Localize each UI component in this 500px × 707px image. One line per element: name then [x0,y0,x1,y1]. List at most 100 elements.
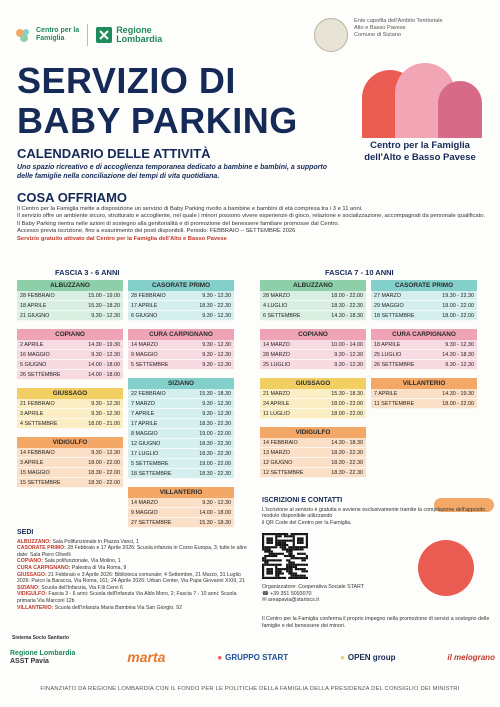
schedule-date: 9 MAGGIO [131,510,158,516]
schedule-block-header: CURA CARPIGNANO [128,329,234,340]
schedule-row: 15 MAGGIO 18.30 - 22.00 [17,468,123,478]
schedule-date: 7 APRILE [374,391,398,397]
schedule-date: 14 MARZO [131,500,158,506]
cosa-offriamo-text: Il Centro per la Famiglia mette a dispos… [17,206,487,243]
schedule-row: 17 LUGLIO 18.30 - 22.30 [128,449,234,459]
schedule-row: 12 GIUGNO 18.30 - 22.30 [128,439,234,449]
schedule-date: 2 APRILE [20,342,44,348]
schedule-block-giussago: GIUSSAGO 21 FEBBRAIO 9.30 - 12.30 3 APRILE 9… [17,388,123,429]
comune-seal-icon [314,18,348,52]
schedule-row: 21 FEBBRAIO 9.30 - 12.30 [17,399,123,409]
sede-address: 21 Febbraio e 3 Aprile 2026: Biblioteca … [17,571,245,585]
cosa-p1: Il Centro per la Famiglia mette a dispos… [17,206,363,212]
schedule-row: 17 APRILE 18.30 - 22.30 [128,301,234,311]
start-logo-icon: ● [217,652,223,662]
schedule-block-header: GIUSSAGO [260,378,366,389]
schedule-row: 3 APRILE 18.00 - 22.00 [17,458,123,468]
schedule-row: 12 GIUGNO 18.30 - 22.30 [260,458,366,468]
schedule-date: 16 MAGGIO [20,352,50,358]
schedule-row: 18 APRILE 15.30 - 18.20 [17,301,123,311]
sedi-title: SEDI [17,529,34,536]
schedule-time: 15.30 - 18.30 [199,520,231,526]
organizer-text: Organizzatore: Cooperativa Sociale START [262,584,364,590]
schedule-block-header: VIDIGULFO [260,427,366,438]
schedule-time: 9.30 - 12.30 [91,450,120,456]
cosa-offriamo-title: COSA OFFRIAMO [17,190,128,205]
schedule-time: 9.30 - 12.30 [91,313,120,319]
cf-name-line1: Centro per la Famiglia [370,140,470,151]
qr-code-icon[interactable] [262,533,308,579]
decorative-shapes [362,63,482,138]
schedule-row: 28 MARZO 18.00 - 22.00 [260,291,366,301]
schedule-row: 18 APRILE 9.30 - 12.30 [371,340,477,350]
schedule-time: 9.30 - 12.30 [91,352,120,358]
schedule-time: 18.00 - 22.00 [331,293,363,299]
schedule-row: 14 FEBBRAIO 14.30 - 18.30 [260,438,366,448]
schedule-date: 5 SETTEMBRE [131,362,169,368]
closing-text: Il Centro per la Famiglia conferma il pr… [262,616,490,629]
schedule-date: 25 LUGLIO [263,362,291,368]
rl-logo-line2: Lombardia [116,34,163,44]
schedule-date: 8 MAGGIO [131,431,158,437]
title-line1: SERVIZIO DI [17,60,236,101]
schedule-date: 25 LUGLIO [374,352,402,358]
schedule-block-cura-carpignano: CURA CARPIGNANO 14 MARZO 9.30 - 12.30 9 MAG… [128,329,234,370]
footer-funding: FINANZIATO DA REGIONE LOMBARDIA CON IL F… [40,686,460,692]
sede-address: Palestra di Via Roma, 9 [70,564,127,571]
sponsor-label: Sistema Socio Sanitario [12,635,69,641]
schedule-date: 29 MAGGIO [374,303,404,309]
schedule-date: 27 MARZO [374,293,401,299]
sede-address: Fascia 3 - 6 anni: Scuola dell'Infanzia … [17,591,237,604]
sede-town: GIUSSAGO: [17,571,47,578]
asst-pavia-logo: Regione Lombardia ASST Pavia [10,650,75,665]
schedule-time: 19.00 - 22.00 [442,303,474,309]
schedule-time: 9.30 - 12.30 [91,411,120,417]
schedule-block-villanterio: VILLANTERIO 7 APRILE 14.30 - 19.30 11 SETTE… [371,378,477,409]
schedule-date: 9 MAGGIO [131,352,158,358]
schedule-time: 19.00 - 22.00 [199,431,231,437]
calendar-subtitle: CALENDARIO DELLE ATTIVITÀ [17,146,211,161]
schedule-row: 14 MARZO 9.30 - 12.30 [128,340,234,350]
sede-item: GIUSSAGO: 21 Febbraio e 3 Aprile 2026: B… [17,572,247,585]
schedule-time: 9.30 - 12.30 [202,411,231,417]
schedule-date: 17 APRILE [131,303,158,309]
iscrizioni-section: ISCRIZIONI E CONTATTI L'iscrizione al se… [262,497,492,526]
fascia-7-10-title: FASCIA 7 - 10 ANNI [325,268,394,277]
schedule-time: 18.30 - 22.30 [331,450,363,456]
schedule-block-header: ALBUZZANO [17,280,123,291]
schedule-date: 27 SETTEMBRE [131,520,172,526]
schedule-block-casorate-primo: CASORATE PRIMO 27 MARZO 19.30 - 22.30 29 MA… [371,280,477,321]
schedule-row: 21 GIUGNO 9.30 - 12.30 [17,311,123,321]
schedule-row: 24 APRILE 18.00 - 22.00 [260,399,366,409]
schedule-time: 9.30 - 12.30 [202,313,231,319]
title-line2: BABY PARKING [17,100,298,141]
schedule-date: 11 LUGLIO [263,411,290,417]
sede-town: CURA CARPIGNANO: [17,564,71,571]
schedule-row: 7 APRILE 9.30 - 12.30 [128,409,234,419]
sede-item: ALBUZZANO: Sala Polifunzionale in Piazza… [17,539,247,546]
schedule-row: 9 MAGGIO 9.30 - 12.30 [128,350,234,360]
schedule-row: 8 MAGGIO 19.00 - 22.00 [128,429,234,439]
schedule-date: 28 FEBBRAIO [20,293,55,299]
schedule-time: 14.30 - 18.30 [331,440,363,446]
ente-line1: Ente capofila dell'Ambito Territoriale [354,18,443,24]
rl-logo-line1: Regione [116,25,152,35]
email-link[interactable]: areapavia@startscs.it [267,597,319,604]
schedule-row: 4 SETTEMBRE 18.00 - 21.00 [17,419,123,429]
decorative-bar [434,498,494,512]
schedule-row: 16 MAGGIO 9.30 - 12.30 [17,350,123,360]
page-title: SERVIZIO DI BABY PARKING [17,60,298,141]
ente-line2: Alto e Basso Pavese [354,25,406,31]
schedule-row: 6 GIUGNO 9.30 - 12.30 [128,311,234,321]
schedule-time: 14.30 - 18.30 [442,352,474,358]
sede-town: ALBUZZANO: [17,538,51,545]
regione-lombardia-icon [96,27,113,43]
schedule-time: 14.00 - 18.00 [199,510,231,516]
schedule-date: 28 FEBBRAIO [131,293,166,299]
schedule-time: 18.30 - 22.30 [331,460,363,466]
schedule-time: 9.30 - 12.30 [202,362,231,368]
schedule-date: 12 GIUGNO [263,460,293,466]
phone-number[interactable]: +39 351 5093070 [270,590,312,597]
schedule-time: 18.30 - 22.30 [199,421,231,427]
